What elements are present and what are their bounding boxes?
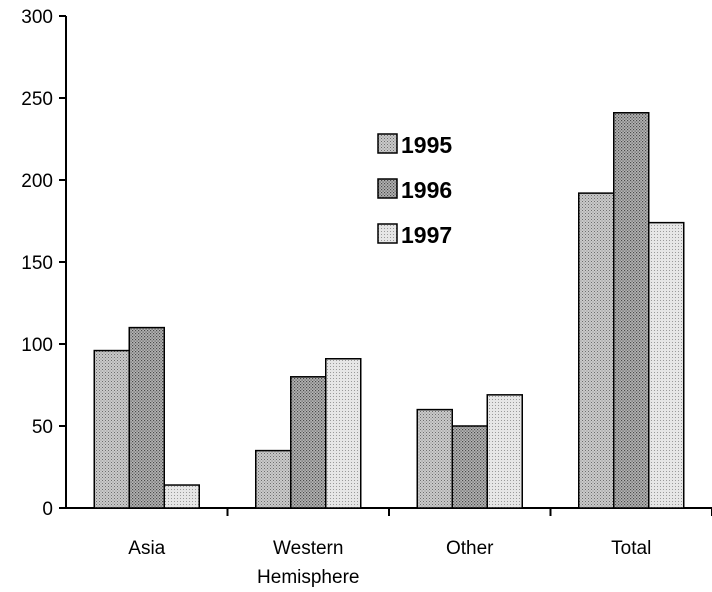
- y-tick-label: 300: [21, 7, 53, 28]
- x-category-label: Other: [446, 538, 494, 559]
- bar-1995-3: [578, 192, 615, 509]
- bar-1996-2: [451, 425, 488, 509]
- x-axis-labels: Asia Western Hemisphere Other Total: [128, 538, 651, 588]
- legend-swatch-1997: [377, 223, 398, 244]
- legend-label: 1997: [401, 222, 452, 248]
- bar-1995-0: [93, 349, 130, 509]
- legend-label: 1996: [401, 177, 452, 203]
- y-tick-label: 150: [21, 253, 53, 274]
- y-tick-label: 50: [32, 417, 53, 438]
- bars: [93, 112, 685, 509]
- legend: 1995 1996 1997: [377, 132, 452, 248]
- bar-1995-1: [255, 449, 292, 509]
- bar-1996-1: [290, 376, 327, 509]
- y-axis-ticks: 0 50 100 150 200 250 300: [21, 7, 66, 520]
- x-category-label: Total: [611, 538, 651, 559]
- bar-1995-2: [416, 408, 453, 509]
- bar-1996-0: [128, 326, 165, 509]
- y-tick-label: 0: [42, 499, 53, 520]
- bar-1997-0: [163, 484, 200, 509]
- legend-swatch-1996: [377, 178, 398, 199]
- bar-1996-3: [613, 112, 650, 509]
- y-tick-label: 200: [21, 171, 53, 192]
- legend-swatch-1995: [377, 133, 398, 154]
- y-tick-label: 100: [21, 335, 53, 356]
- bar-1997-1: [325, 358, 362, 509]
- x-category-label: Asia: [128, 538, 165, 559]
- x-category-label: Western: [273, 538, 343, 559]
- legend-label: 1995: [401, 132, 452, 158]
- y-tick-label: 250: [21, 89, 53, 110]
- x-category-label: Hemisphere: [257, 567, 359, 588]
- bar-1997-3: [648, 221, 685, 509]
- bar-1997-2: [486, 394, 523, 509]
